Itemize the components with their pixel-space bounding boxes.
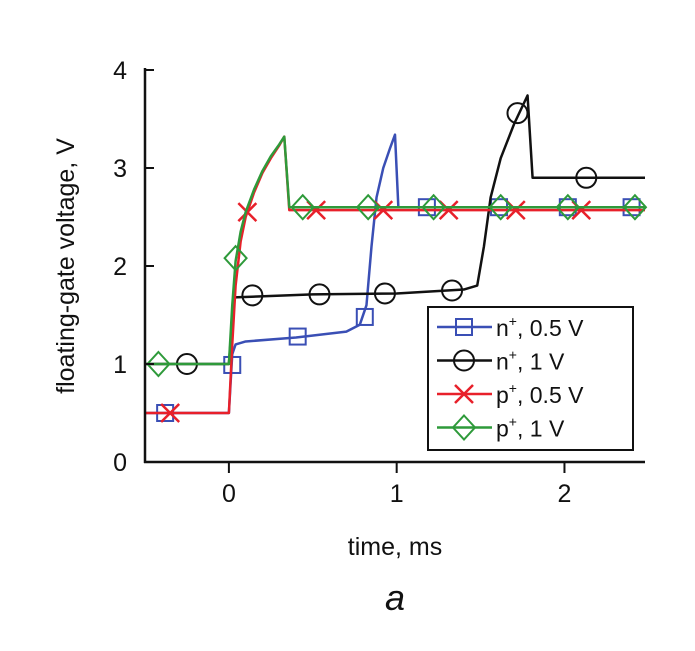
circle-marker	[506, 102, 529, 125]
circle-marker	[441, 279, 464, 302]
y-tick-label: 3	[113, 155, 127, 183]
diamond-marker	[223, 244, 248, 272]
x-marker	[237, 202, 258, 222]
series-line	[145, 135, 645, 366]
circle-marker	[241, 284, 264, 307]
legend-entry: p+, 0.5 V	[437, 380, 584, 408]
series-layer	[145, 94, 648, 423]
square-marker	[455, 318, 473, 336]
y-tick-label: 0	[113, 449, 127, 477]
circle-marker	[373, 282, 396, 305]
legend-entry: n+, 0.5 V	[437, 313, 584, 341]
legend-box	[427, 306, 634, 451]
diamond-marker	[622, 193, 648, 221]
x-axis-label: time, ms	[348, 533, 442, 561]
panel-label: a	[385, 577, 405, 618]
y-axis-label: floating-gate voltage, V	[52, 138, 80, 394]
legend-label: n+, 1 V	[496, 347, 565, 375]
series-line	[145, 94, 645, 366]
diamond-marker	[451, 414, 477, 441]
ticks: 0 1 2 3 4 0 1 2	[113, 57, 571, 508]
circle-marker	[308, 283, 331, 306]
diamond-marker	[488, 193, 514, 221]
legend-entry: p+, 1 V	[437, 414, 565, 442]
x-tick-label: 1	[390, 480, 404, 508]
x-tick-label: 0	[222, 480, 236, 508]
legend: n+, 0.5 V n+, 1 V p+, 0.5 V p+, 1 V	[427, 306, 634, 451]
diamond-marker	[421, 193, 446, 221]
legend-label: n+, 0.5 V	[496, 313, 584, 341]
y-tick-label: 2	[113, 253, 127, 281]
square-marker	[288, 327, 307, 346]
legend-label: p+, 1 V	[496, 414, 565, 442]
diamond-marker	[555, 193, 581, 221]
series-3	[145, 135, 648, 378]
legend-label: p+, 0.5 V	[496, 380, 584, 408]
square-marker	[355, 307, 374, 326]
circle-marker	[575, 166, 598, 189]
x-tick-label: 2	[558, 480, 572, 508]
x-marker	[160, 403, 181, 423]
x-marker	[454, 384, 474, 404]
diamond-marker	[355, 193, 381, 221]
diamond-marker	[146, 350, 171, 378]
diamond-marker	[290, 193, 316, 221]
y-tick-label: 4	[113, 57, 127, 85]
legend-entry: n+, 1 V	[437, 347, 565, 375]
series-line	[145, 133, 645, 415]
circle-marker	[453, 349, 475, 372]
y-tick-label: 1	[113, 351, 127, 379]
